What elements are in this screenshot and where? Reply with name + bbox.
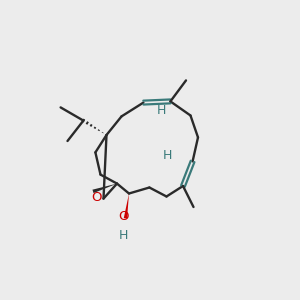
Polygon shape — [124, 194, 129, 219]
Text: O: O — [119, 210, 129, 224]
Text: O: O — [92, 190, 102, 204]
Text: H: H — [162, 149, 172, 162]
Text: H: H — [118, 229, 128, 242]
Polygon shape — [92, 184, 117, 193]
Text: H: H — [157, 104, 166, 118]
